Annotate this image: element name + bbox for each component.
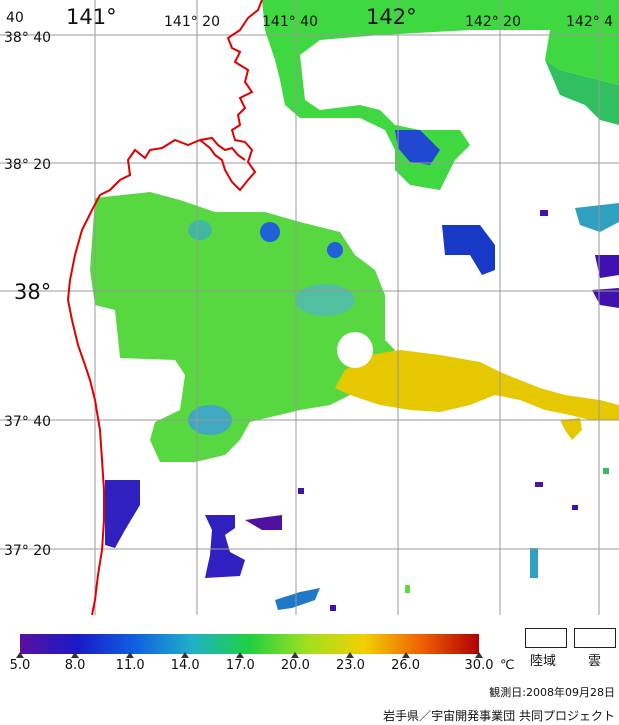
sst-region-north bbox=[262, 0, 619, 190]
sst-pixel bbox=[535, 482, 543, 487]
sst-pixel bbox=[530, 548, 538, 578]
sst-pixel bbox=[572, 505, 578, 510]
colorbar-tick-label: 17.0 bbox=[225, 658, 255, 673]
colorbar-tick bbox=[16, 652, 24, 658]
sst-region-east-cyan bbox=[575, 203, 619, 232]
colorbar-tick bbox=[401, 652, 410, 658]
colorbar-tick-label: 30.0 bbox=[464, 658, 494, 673]
lon-label-141: 141° bbox=[66, 5, 117, 29]
colorbar-tick-label: 11.0 bbox=[115, 658, 145, 673]
lon-label-142: 142° bbox=[366, 5, 417, 29]
sst-region-warm-band bbox=[335, 350, 619, 420]
colorbar-tick bbox=[71, 652, 80, 658]
cloud-legend-label: 雲 bbox=[588, 654, 602, 669]
sst-region-warm-east bbox=[560, 418, 582, 440]
observation-date: 観測日:2008年09月28日 bbox=[489, 686, 615, 699]
sst-region-south-purple bbox=[245, 515, 282, 530]
cloud-legend-swatch bbox=[574, 628, 616, 648]
credit-line: 岩手県／宇宙開発事業団 共同プロジェクト bbox=[383, 709, 615, 723]
sst-blue-spot bbox=[327, 242, 343, 258]
lon-label-141-40: 141° 40 bbox=[262, 14, 318, 30]
colorbar-ticks bbox=[0, 652, 619, 666]
coastline-bay bbox=[199, 136, 246, 161]
colorbar-tick-label: 5.0 bbox=[9, 658, 31, 673]
coastline bbox=[66, 0, 263, 615]
sst-pixel bbox=[298, 488, 304, 494]
colorbar-tick bbox=[181, 652, 190, 658]
colorbar-tick bbox=[346, 652, 355, 658]
unit-label: ℃ bbox=[500, 658, 515, 673]
lat-label-38: 38° bbox=[14, 280, 51, 304]
sst-pixel bbox=[603, 468, 609, 474]
sst-cyan-patch bbox=[295, 284, 355, 316]
land-legend-swatch bbox=[525, 628, 567, 648]
colorbar-tick-label: 14.0 bbox=[170, 658, 200, 673]
land-legend-label: 陸域 bbox=[530, 654, 557, 669]
lat-label-37-20: 37° 20 bbox=[4, 543, 51, 559]
sst-region-south-purple bbox=[105, 480, 140, 548]
lat-label-38-20: 38° 20 bbox=[4, 157, 51, 173]
colorbar-tick bbox=[475, 652, 483, 658]
sst-region-south-purple bbox=[205, 515, 245, 578]
lat-label-38-40: 38° 40 bbox=[4, 30, 51, 46]
colorbar-tick bbox=[291, 652, 300, 658]
sst-cyan-patch bbox=[188, 220, 212, 240]
sst-blue-spot bbox=[260, 222, 280, 242]
sst-region-central bbox=[90, 192, 395, 462]
sst-region-east-purple bbox=[595, 255, 619, 278]
colorbar-tick-label: 23.0 bbox=[335, 658, 365, 673]
colorbar-tick-label: 8.0 bbox=[64, 658, 86, 673]
graticule bbox=[0, 0, 619, 615]
lon-label-142-20: 142° 20 bbox=[465, 14, 521, 30]
sst-pixel bbox=[540, 210, 548, 216]
colorbar-tick-label: 26.0 bbox=[391, 658, 421, 673]
sst-pixel bbox=[405, 585, 410, 593]
sst-region-northeast bbox=[545, 60, 619, 125]
corner-label: 40 bbox=[6, 10, 24, 26]
colorbar-tick bbox=[126, 652, 135, 658]
sst-pixel bbox=[330, 605, 336, 611]
sst-region-south-cyan bbox=[275, 588, 320, 610]
temperature-colorbar bbox=[20, 634, 479, 654]
lat-label-37-40: 37° 40 bbox=[4, 414, 51, 430]
sst-fields bbox=[90, 0, 619, 611]
colorbar-tick-label: 20.0 bbox=[280, 658, 310, 673]
sst-map: 40 141° 141° 20 141° 40 142° 142° 20 142… bbox=[0, 0, 619, 615]
cloud-gap bbox=[337, 332, 373, 368]
colorbar-tick bbox=[236, 652, 245, 658]
lon-label-141-20: 141° 20 bbox=[164, 14, 220, 30]
sst-region-north-blue bbox=[395, 130, 440, 165]
lon-label-142-40: 142° 4 bbox=[566, 14, 613, 30]
sst-region-east-blue bbox=[442, 225, 495, 275]
map-canvas: 40 141° 141° 20 141° 40 142° 142° 20 142… bbox=[0, 0, 619, 615]
